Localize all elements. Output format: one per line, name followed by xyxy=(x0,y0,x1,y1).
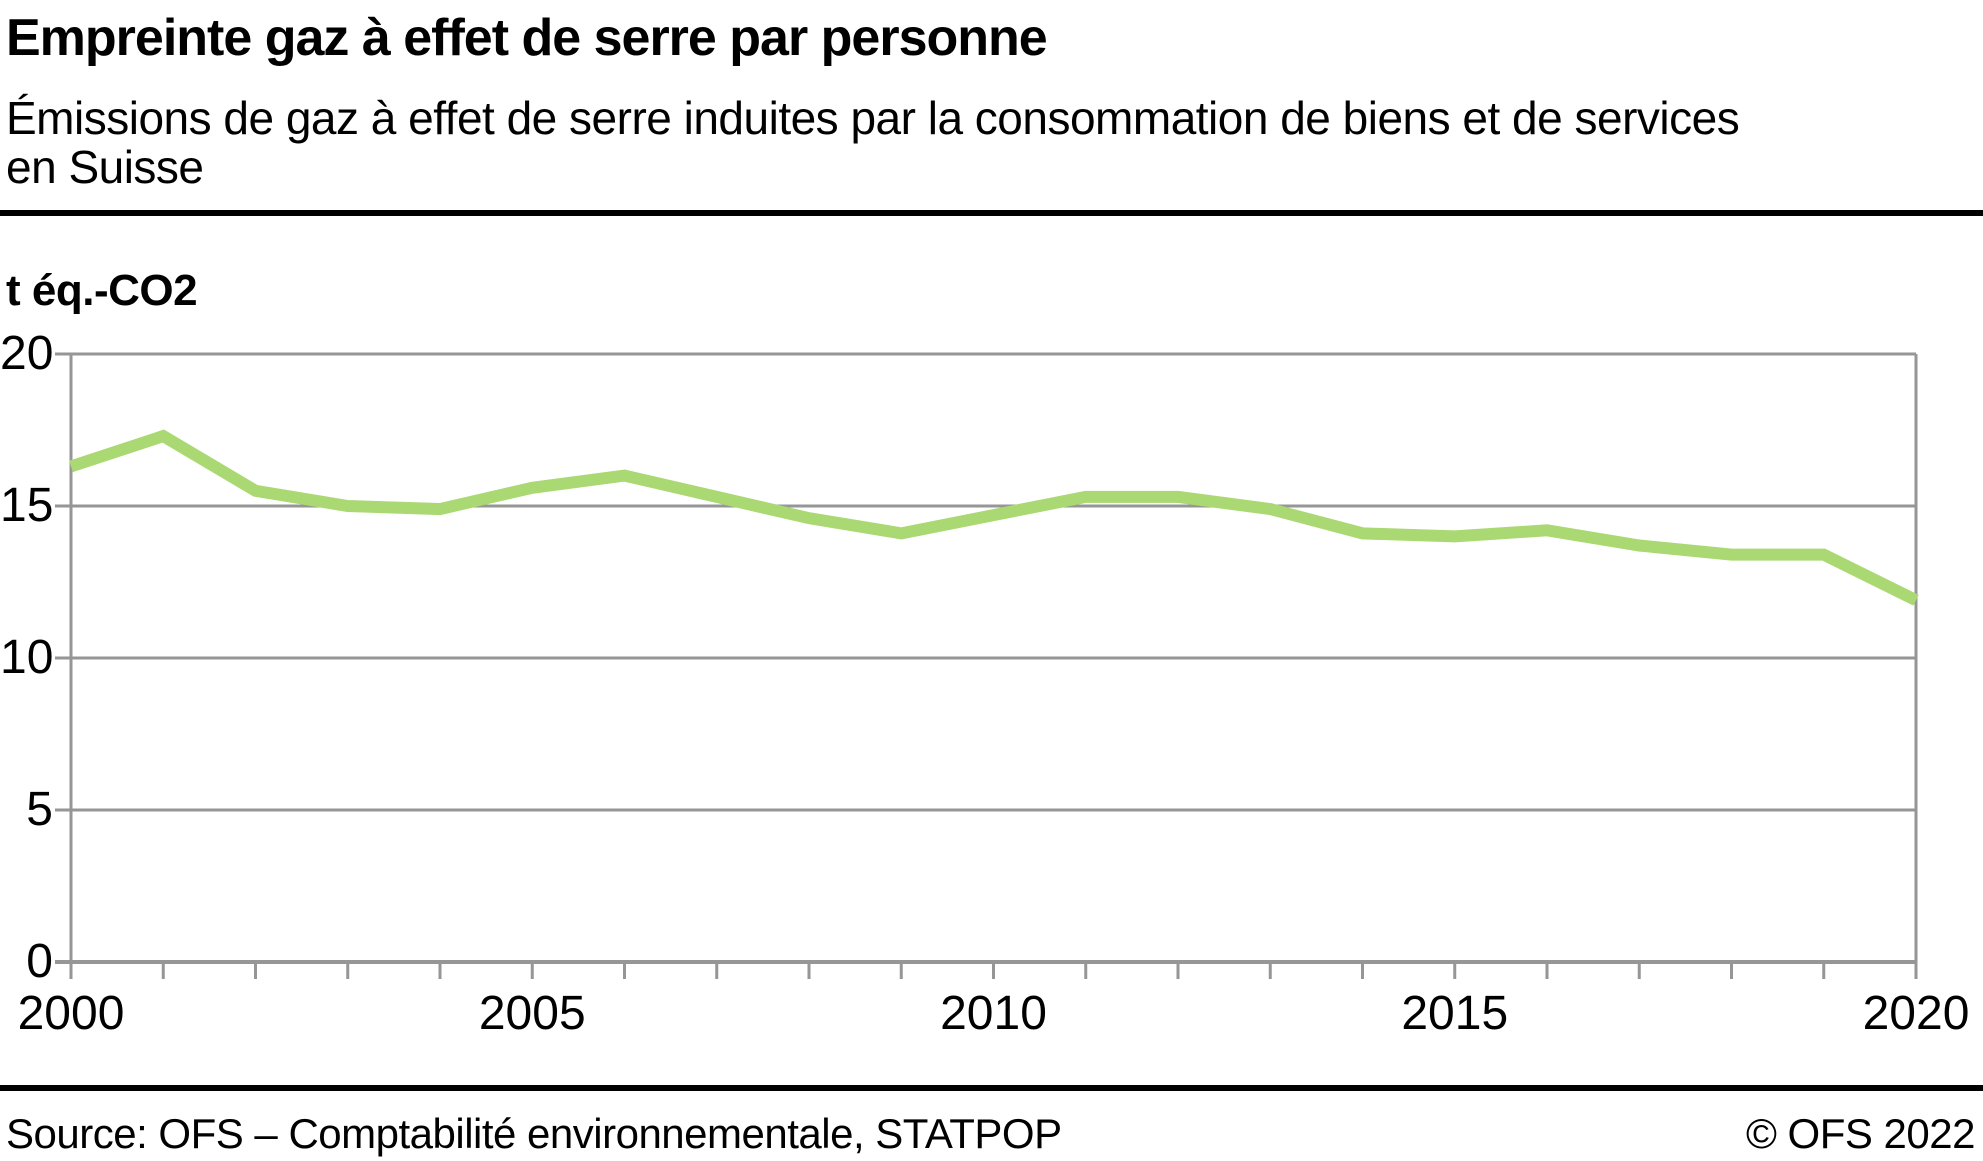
bottom-divider-rule xyxy=(0,1085,1983,1091)
source-note: Source: OFS – Comptabilité environnement… xyxy=(6,1110,1062,1157)
y-tick-label-0: 0 xyxy=(26,935,53,988)
y-axis-unit-label: t éq.-CO2 xyxy=(6,266,198,315)
page-subtitle: Émissions de gaz à effet de serre induit… xyxy=(6,92,1740,193)
y-tick-label-15: 15 xyxy=(0,479,54,532)
subtitle-line-1: Émissions de gaz à effet de serre induit… xyxy=(6,92,1740,144)
footer: Source: OFS – Comptabilité environnement… xyxy=(6,1110,1976,1158)
y-tick-label-20: 20 xyxy=(0,327,54,380)
page-title: Empreinte gaz à effet de serre par perso… xyxy=(6,9,1048,67)
y-axis-labels: 0 5 10 15 20 xyxy=(0,0,53,1161)
copyright-note: © OFS 2022 xyxy=(1745,1110,1976,1157)
subtitle-line-2: en Suisse xyxy=(6,141,204,193)
top-divider-rule xyxy=(0,210,1983,216)
data-line xyxy=(69,429,1919,606)
y-tick-label-5: 5 xyxy=(26,783,53,836)
y-tick-label-10: 10 xyxy=(0,631,54,684)
